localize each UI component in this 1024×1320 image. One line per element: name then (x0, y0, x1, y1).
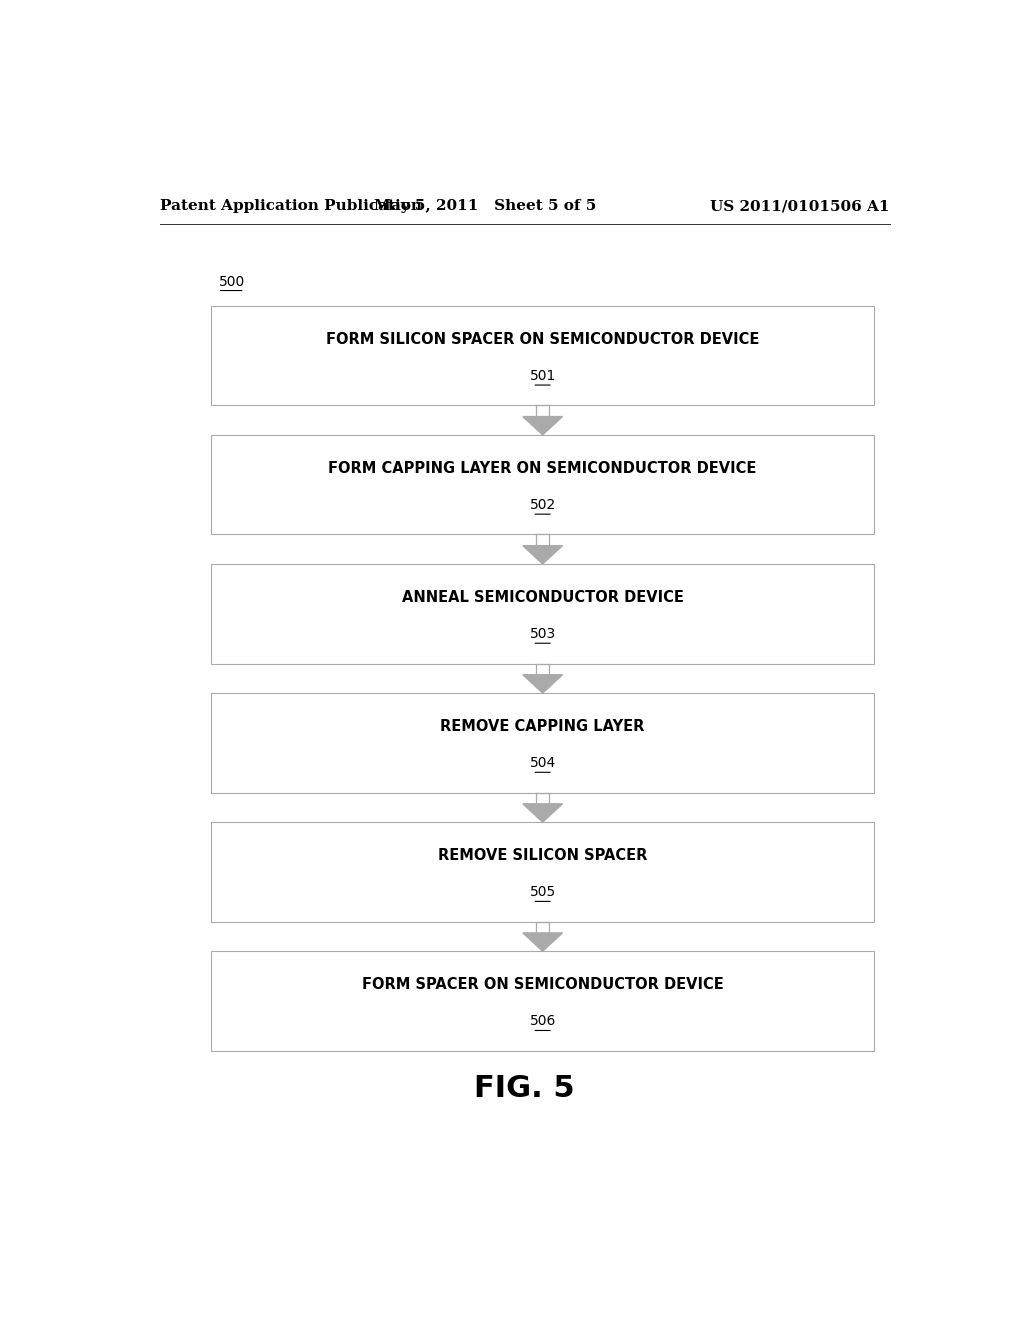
Text: ANNEAL SEMICONDUCTOR DEVICE: ANNEAL SEMICONDUCTOR DEVICE (401, 590, 684, 605)
FancyBboxPatch shape (211, 822, 873, 921)
Text: May 5, 2011   Sheet 5 of 5: May 5, 2011 Sheet 5 of 5 (374, 199, 596, 213)
Polygon shape (523, 417, 562, 434)
Text: FIG. 5: FIG. 5 (474, 1074, 575, 1104)
Text: REMOVE SILICON SPACER: REMOVE SILICON SPACER (438, 849, 647, 863)
FancyBboxPatch shape (211, 564, 873, 664)
Text: Patent Application Publication: Patent Application Publication (160, 199, 422, 213)
Polygon shape (523, 933, 562, 952)
Text: 504: 504 (529, 756, 556, 770)
Polygon shape (523, 675, 562, 693)
Text: REMOVE CAPPING LAYER: REMOVE CAPPING LAYER (440, 719, 645, 734)
Text: FORM SPACER ON SEMICONDUCTOR DEVICE: FORM SPACER ON SEMICONDUCTOR DEVICE (361, 977, 724, 993)
Polygon shape (523, 545, 562, 564)
Polygon shape (523, 804, 562, 822)
FancyBboxPatch shape (211, 306, 873, 405)
Text: US 2011/0101506 A1: US 2011/0101506 A1 (711, 199, 890, 213)
Text: 503: 503 (529, 627, 556, 642)
Text: 502: 502 (529, 498, 556, 512)
FancyBboxPatch shape (211, 434, 873, 535)
Text: 505: 505 (529, 886, 556, 899)
Text: 500: 500 (219, 276, 246, 289)
Text: FORM SILICON SPACER ON SEMICONDUCTOR DEVICE: FORM SILICON SPACER ON SEMICONDUCTOR DEV… (326, 331, 760, 347)
FancyBboxPatch shape (211, 693, 873, 792)
Text: FORM CAPPING LAYER ON SEMICONDUCTOR DEVICE: FORM CAPPING LAYER ON SEMICONDUCTOR DEVI… (329, 461, 757, 477)
FancyBboxPatch shape (211, 952, 873, 1051)
Text: 501: 501 (529, 368, 556, 383)
Text: 506: 506 (529, 1014, 556, 1028)
